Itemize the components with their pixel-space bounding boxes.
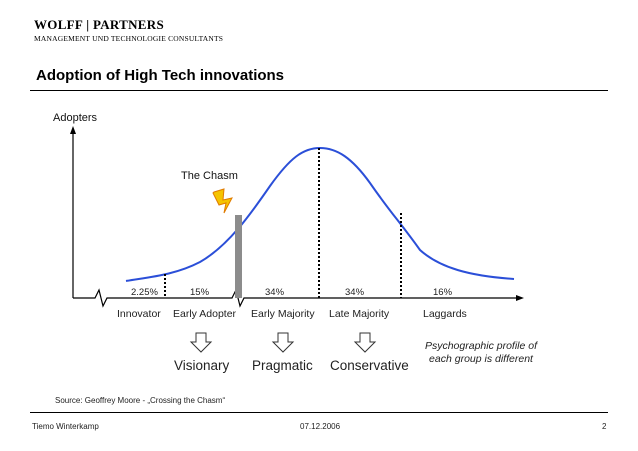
group-early-majority: Early Majority xyxy=(251,308,315,320)
footer-divider xyxy=(30,412,608,413)
percent-laggards: 16% xyxy=(433,287,453,298)
footer-author: Tiemo Winterkamp xyxy=(32,422,99,431)
chasm-bar xyxy=(235,215,242,298)
y-axis-arrow xyxy=(70,126,76,134)
chasm-label: The Chasm xyxy=(181,170,238,182)
down-arrow-icon xyxy=(271,332,295,353)
psychographic-visionary: Visionary xyxy=(174,358,230,373)
group-laggards: Laggards xyxy=(423,308,467,320)
psychographic-pragmatic: Pragmatic xyxy=(252,358,313,373)
down-arrow-icon xyxy=(353,332,377,353)
group-late-majority: Late Majority xyxy=(329,308,390,320)
company-logo: WOLFF | PARTNERS xyxy=(34,17,164,32)
group-innovator: Innovator xyxy=(117,308,161,320)
page-number: 2 xyxy=(602,422,607,431)
adoption-curve xyxy=(125,146,515,282)
x-axis xyxy=(73,288,517,308)
title-divider xyxy=(30,90,608,91)
percent-early-adopter: 15% xyxy=(190,287,210,298)
footer-date: 07.12.2006 xyxy=(300,422,341,431)
x-axis-arrow xyxy=(516,295,524,301)
group-early-adopter: Early Adopter xyxy=(173,308,237,320)
psychographic-note: Psychographic profile of each group is d… xyxy=(424,340,538,365)
down-arrow-icon xyxy=(189,332,213,353)
percent-early-majority: 34% xyxy=(265,287,285,298)
page-title: Adoption of High Tech innovations xyxy=(36,67,285,84)
y-axis-label: Adopters xyxy=(53,112,98,124)
psychographic-conservative: Conservative xyxy=(330,358,409,373)
percent-late-majority: 34% xyxy=(345,287,365,298)
source-citation: Source: Geoffrey Moore - „Crossing the C… xyxy=(55,396,226,405)
company-tagline: MANAGEMENT UND TECHNOLOGIE CONSULTANTS xyxy=(34,34,224,43)
lightning-icon xyxy=(212,188,233,214)
percent-innovator: 2.25% xyxy=(131,287,158,298)
